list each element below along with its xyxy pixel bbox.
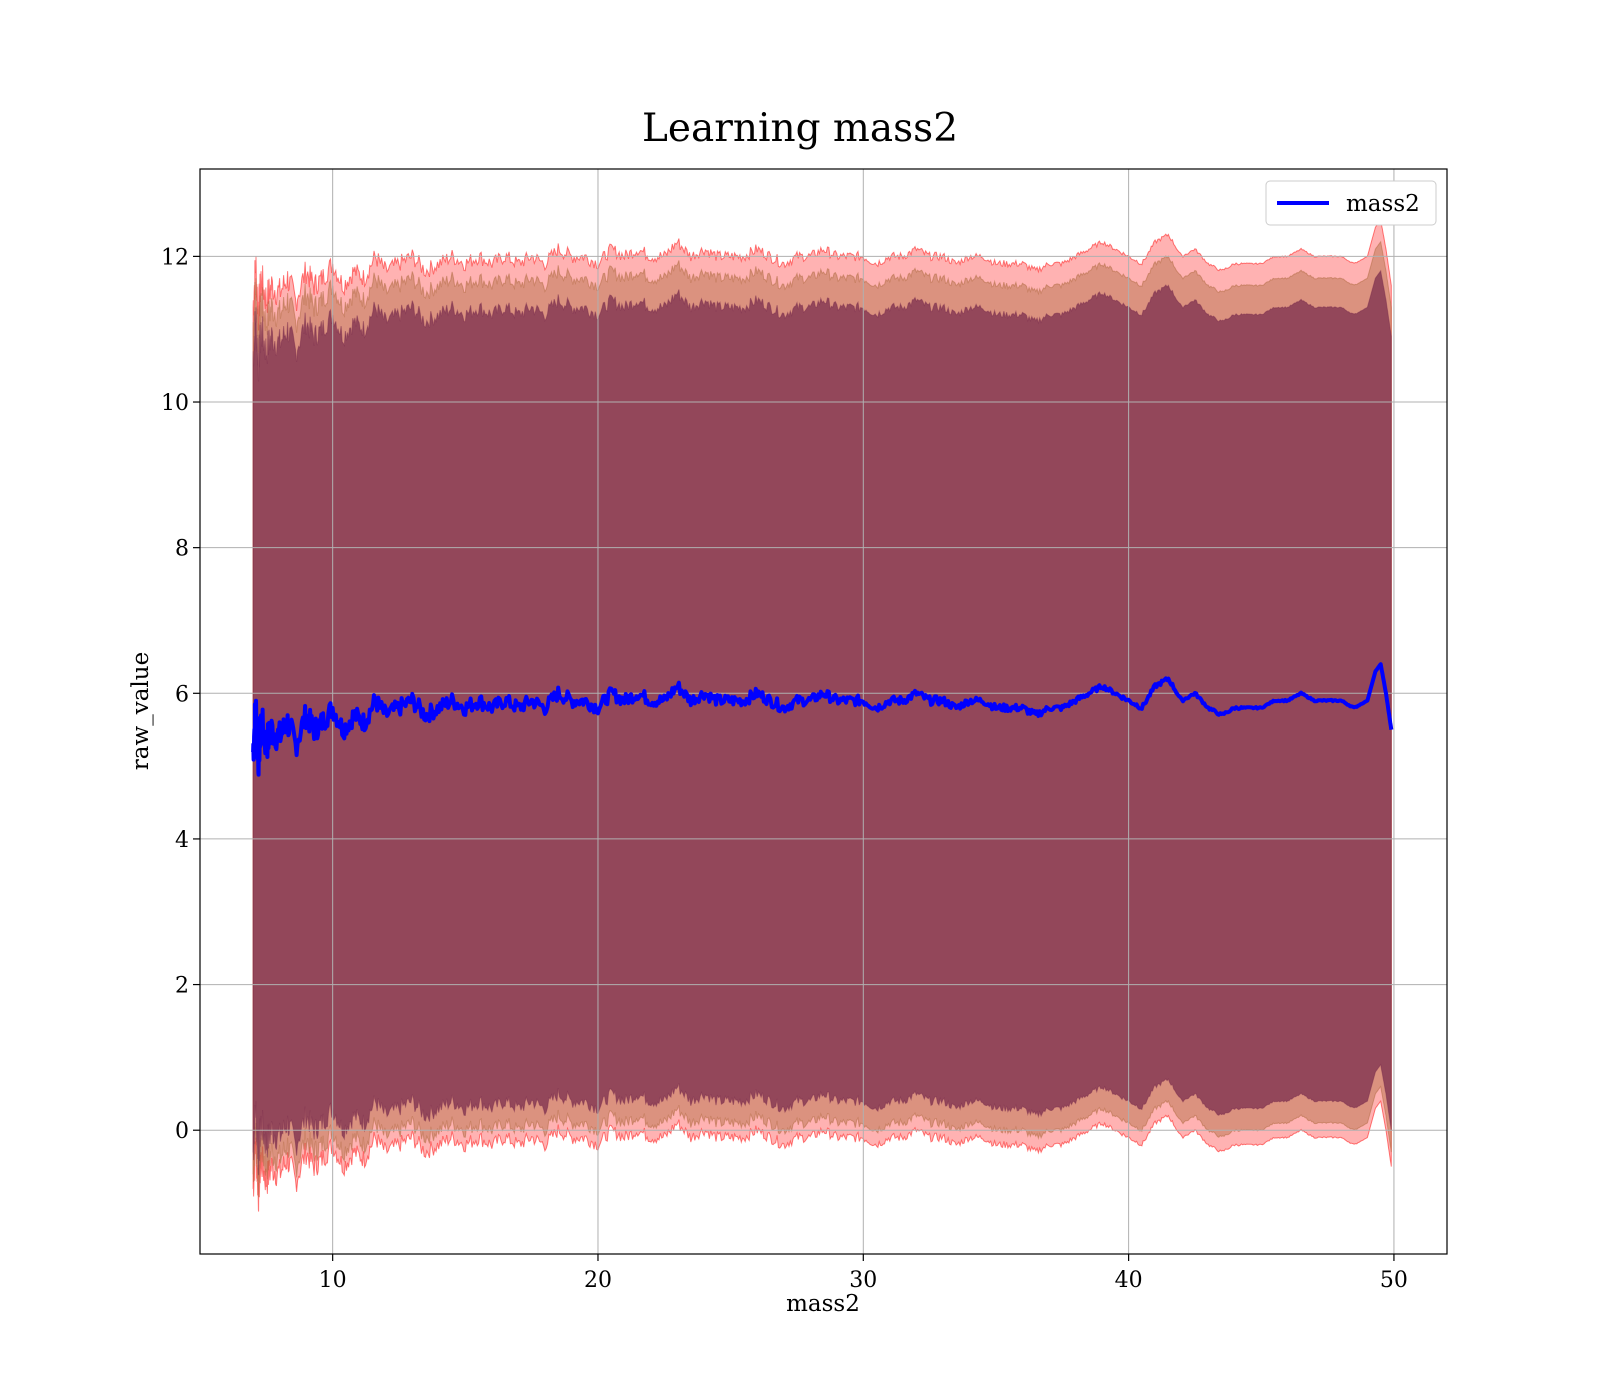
x-tick-label: 10	[319, 1268, 347, 1293]
x-tick-label: 30	[849, 1268, 877, 1293]
y-tick-label: 2	[175, 974, 189, 999]
x-axis-label: mass2	[786, 1291, 860, 1317]
y-axis-label: raw_value	[128, 652, 154, 770]
legend-label-mass2: mass2	[1346, 191, 1420, 217]
x-tick-label: 20	[584, 1268, 612, 1293]
y-tick-label: 6	[175, 682, 189, 707]
uncertainty-bands	[252, 218, 1392, 1212]
series-line-mass2	[251, 662, 1394, 777]
x-axis-ticks: 10 20 30 40 50	[319, 1254, 1408, 1293]
x-tick-label: 50	[1380, 1268, 1408, 1293]
y-tick-label: 10	[161, 391, 189, 416]
legend-box	[1265, 180, 1437, 226]
legend: mass2	[1265, 180, 1437, 226]
chart-title: Learning mass2	[642, 106, 958, 151]
x-tick-label: 40	[1115, 1268, 1143, 1293]
plot-area	[199, 168, 1448, 1255]
y-tick-label: 4	[175, 828, 189, 853]
band-inner	[252, 269, 1392, 1176]
y-tick-label: 8	[175, 537, 189, 562]
y-tick-label: 12	[161, 245, 189, 270]
y-tick-label: 0	[175, 1119, 189, 1144]
plot-frame	[199, 168, 1448, 1255]
y-axis-ticks: 0 2 4 6 8 10 12	[161, 245, 200, 1144]
